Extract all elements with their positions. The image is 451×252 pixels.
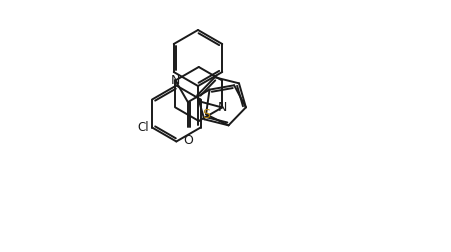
- Text: O: O: [183, 134, 193, 147]
- Text: N: N: [217, 101, 227, 114]
- Text: Cl: Cl: [138, 121, 149, 134]
- Text: N: N: [170, 74, 180, 87]
- Text: S: S: [202, 108, 210, 121]
